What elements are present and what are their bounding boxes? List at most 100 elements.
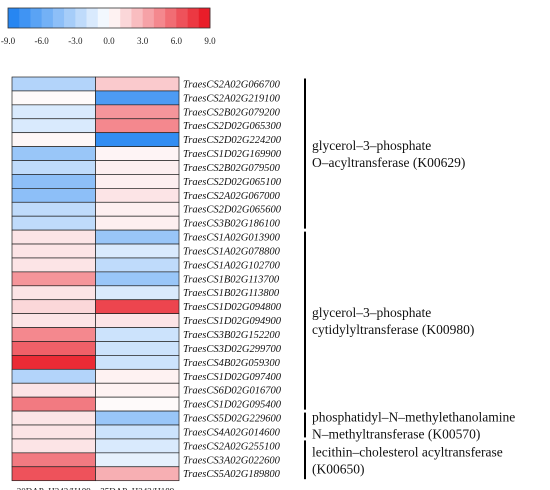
legend-swatch <box>86 8 99 28</box>
group-label: glycerol–3–phosphate <box>312 305 431 320</box>
legend-swatch <box>41 8 54 28</box>
heatmap-cell <box>11 466 96 482</box>
heatmap-cell <box>11 76 96 92</box>
group-label: O–acyltransferase (K00629) <box>312 155 465 170</box>
group-label: cytidylyltransferase (K00980) <box>312 322 474 337</box>
heatmap-cell <box>95 466 180 482</box>
heatmap-cell <box>11 174 96 189</box>
legend-swatch <box>19 8 31 28</box>
legend-tick-label: -9.0 <box>1 36 16 46</box>
heatmap-cell <box>95 438 180 454</box>
heatmap-cell <box>95 132 180 147</box>
gene-label: TraesCS6D02G016700 <box>183 386 282 397</box>
heatmap-cell <box>95 410 180 426</box>
heatmap-cell <box>11 368 96 384</box>
heatmap-cell <box>95 90 180 106</box>
group-label: (K00650) <box>312 461 365 476</box>
legend-swatch <box>198 8 211 28</box>
gene-label: TraesCS2B02G079500 <box>183 163 281 174</box>
group-label: glycerol–3–phosphate <box>312 138 431 153</box>
heatmap-cell <box>11 410 96 426</box>
heatmap-cell <box>95 452 180 468</box>
gene-label: TraesCS1D02G095400 <box>183 400 282 411</box>
legend-swatch <box>97 8 110 28</box>
heatmap-cell <box>95 174 180 189</box>
heatmap-cell <box>11 229 96 245</box>
heatmap-cell <box>11 271 96 287</box>
legend-swatch <box>142 8 155 28</box>
gene-label: TraesCS2A02G219100 <box>183 93 281 104</box>
heatmap-cell <box>11 215 96 231</box>
gene-label: TraesCS2A02G067000 <box>183 191 281 202</box>
heatmap-cell <box>11 424 96 440</box>
heatmap-cell <box>11 146 96 161</box>
heatmap-cell <box>11 313 96 328</box>
heatmap-cell <box>95 104 180 120</box>
heatmap-cell <box>95 257 180 273</box>
heatmap-cell <box>11 299 96 314</box>
gene-label: TraesCS5D02G229600 <box>183 414 282 425</box>
heatmap-cell <box>11 341 96 356</box>
gene-labels: TraesCS2A02G066700 TraesCS2A02G219100 Trae… <box>183 79 282 480</box>
color-scale-legend: -9.0 -6.0 -3.0 0.0 3.0 6.0 9.0 <box>1 7 216 46</box>
gene-label: TraesCS1D02G169900 <box>183 149 282 160</box>
heatmap-cell <box>11 201 96 217</box>
heatmap-cell <box>11 104 96 120</box>
legend-swatch <box>109 8 121 28</box>
legend-swatch <box>64 8 76 28</box>
heatmap-cell <box>95 341 180 356</box>
heatmap-cell <box>95 271 180 287</box>
heatmap-cell <box>11 355 96 370</box>
heatmap-cell <box>95 285 180 301</box>
group-brackets: glycerol–3–phosphate O–acyltransferase (K… <box>304 78 515 480</box>
gene-label: TraesCS4A02G014600 <box>183 427 281 438</box>
heatmap-cell <box>95 118 180 134</box>
legend-tick-label: 0.0 <box>103 36 115 46</box>
gene-label: TraesCS1B02G113700 <box>183 274 280 285</box>
heatmap-cell <box>95 424 180 440</box>
legend-swatch <box>187 8 200 28</box>
heatmap-cell <box>95 368 180 384</box>
gene-label: TraesCS1B02G113800 <box>183 288 280 299</box>
heatmap-cell <box>95 327 180 342</box>
legend-tick-label: 9.0 <box>204 36 216 46</box>
legend-frame <box>7 7 211 29</box>
heatmap-cell <box>11 438 96 454</box>
heatmap-cell <box>11 243 96 259</box>
heatmap-cell <box>95 382 180 398</box>
heatmap-cell <box>95 299 180 314</box>
legend-swatch <box>153 8 166 28</box>
gene-label: TraesCS1A02G078800 <box>183 246 281 257</box>
heatmap-cell <box>95 201 180 217</box>
legend-tick-label: -6.0 <box>35 36 50 46</box>
heatmap-cell <box>11 90 96 106</box>
column-label: 35DAP_H242/H189 <box>100 487 175 490</box>
heatmap-cell <box>11 118 96 134</box>
gene-label: TraesCS3A02G022600 <box>183 455 281 466</box>
column-labels: 20DAP_H242/H189 35DAP_H242/H189 <box>17 487 175 490</box>
gene-label: TraesCS2D02G065600 <box>183 205 282 216</box>
heatmap-cell <box>11 327 96 342</box>
heatmap-cell <box>95 188 180 203</box>
heatmap-cell <box>11 160 96 175</box>
group-label: phosphatidyl–N–methylethanolamine <box>312 410 515 425</box>
heatmap-grid <box>11 76 180 482</box>
gene-label: TraesCS1D02G094800 <box>183 302 282 313</box>
gene-label: TraesCS4B02G059300 <box>183 358 281 369</box>
gene-label: TraesCS3D02G299700 <box>183 344 282 355</box>
heatmap-cell <box>95 229 180 245</box>
gene-label: TraesCS3B02G152200 <box>183 330 281 341</box>
gene-label: TraesCS5A02G189800 <box>183 469 281 480</box>
heatmap-cell <box>11 188 96 203</box>
gene-label: TraesCS2B02G079200 <box>183 107 281 118</box>
gene-label: TraesCS2A02G066700 <box>183 79 281 90</box>
legend-swatch <box>52 8 65 28</box>
gene-label: TraesCS2A02G255100 <box>183 441 281 452</box>
gene-label: TraesCS1D02G094900 <box>183 316 282 327</box>
heatmap-cell <box>11 285 96 301</box>
legend-tick-label: 3.0 <box>137 36 149 46</box>
column-label: 20DAP_H242/H189 <box>17 487 92 490</box>
group-label: lecithin–cholesterol acyltransferase <box>312 444 503 459</box>
heatmap-cell <box>95 146 180 161</box>
